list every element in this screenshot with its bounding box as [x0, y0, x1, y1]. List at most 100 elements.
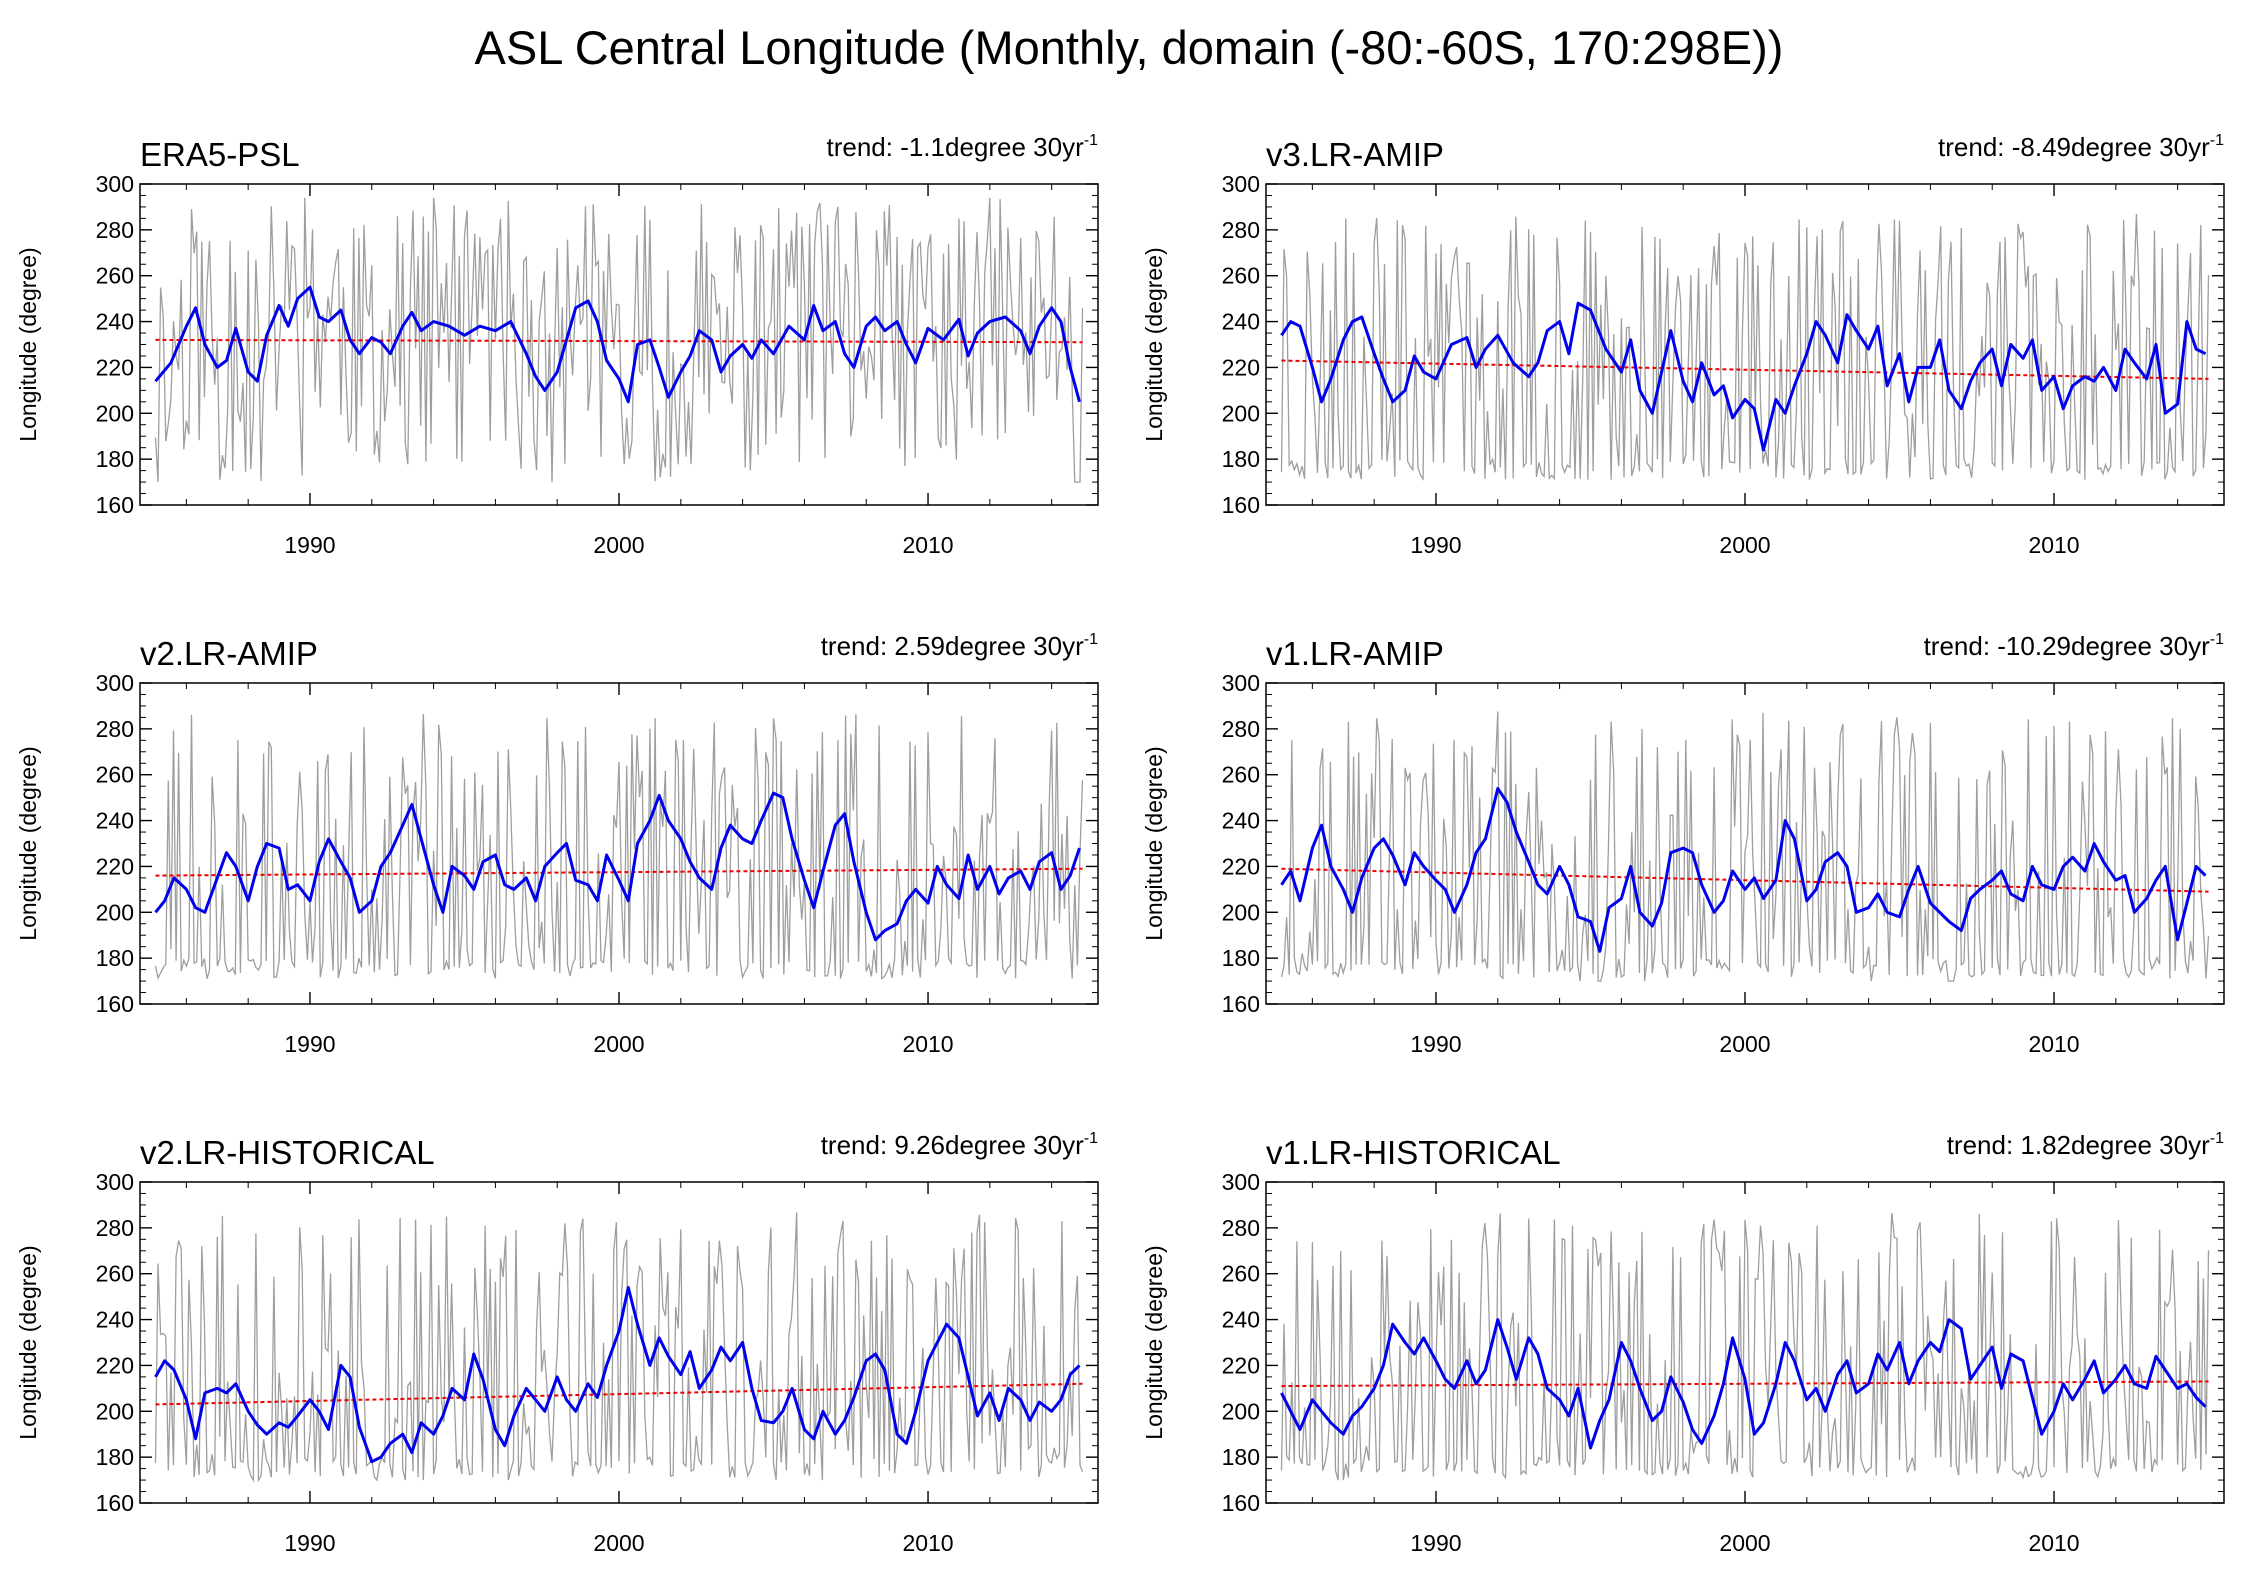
y-tick-label: 160 [1222, 1490, 1260, 1516]
y-tick-label: 240 [1222, 309, 1260, 335]
trend-label-superscript: -1 [1084, 132, 1098, 149]
y-tick-label: 240 [1222, 1307, 1260, 1333]
chart-panel-v3-lr-amip: 160 180 200 220 240 260 280 300 1990 2000 2010 Long… [1141, 132, 2225, 558]
x-tick-label: 2000 [593, 1031, 644, 1057]
y-tick-label: 260 [1222, 1261, 1260, 1287]
monthly-series-line [154, 197, 1084, 483]
panel-title: v1.LR-HISTORICAL [1266, 1134, 1561, 1171]
y-axis-label: Longitude (degree) [1141, 1245, 1167, 1439]
y-tick-label: 300 [96, 1169, 134, 1195]
y-tick-label: 300 [96, 670, 134, 696]
y-tick-label: 300 [1222, 1169, 1260, 1195]
trend-line [155, 867, 1083, 877]
smoothed-series-line [154, 791, 1081, 942]
smoothed-series-line [154, 285, 1081, 404]
trend-label: trend: 2.59degree 30yr-1 [821, 631, 1098, 661]
x-tick-label: 2000 [593, 1530, 644, 1556]
trend-label: trend: -10.29degree 30yr-1 [1924, 631, 2225, 661]
trend-label: trend: 9.26degree 30yr-1 [821, 1130, 1098, 1160]
y-tick-label: 280 [1222, 716, 1260, 742]
y-tick-label: 280 [96, 716, 134, 742]
trend-label-superscript: -1 [2210, 631, 2224, 648]
x-tick-label: 1990 [284, 1031, 335, 1057]
y-axis-label: Longitude (degree) [15, 247, 41, 441]
y-tick-label: 240 [1222, 808, 1260, 834]
y-tick-label: 280 [96, 217, 134, 243]
trend-label-superscript: -1 [1084, 631, 1098, 648]
panel-title: v1.LR-AMIP [1266, 635, 1444, 672]
smoothed-series-line [1280, 787, 2207, 953]
x-tick-label: 2000 [1719, 1031, 1770, 1057]
y-tick-label: 220 [96, 354, 134, 380]
panel-title: v2.LR-HISTORICAL [140, 1134, 435, 1171]
x-tick-label: 2000 [593, 532, 644, 558]
trend-label: trend: 1.82degree 30yr-1 [1947, 1130, 2224, 1160]
y-tick-label: 180 [96, 1444, 134, 1470]
y-tick-label: 300 [1222, 670, 1260, 696]
trend-label-text: trend: 9.26degree 30yr [821, 1130, 1084, 1160]
x-tick-label: 1990 [284, 1530, 335, 1556]
x-tick-label: 2010 [902, 1031, 953, 1057]
y-axis-label: Longitude (degree) [15, 746, 41, 940]
smoothed-series-line [1280, 301, 2207, 452]
y-tick-label: 240 [96, 808, 134, 834]
y-tick-label: 300 [96, 171, 134, 197]
y-axis-label: Longitude (degree) [1141, 746, 1167, 940]
y-tick-label: 180 [1222, 1444, 1260, 1470]
x-tick-label: 2010 [902, 532, 953, 558]
trend-label-text: trend: -1.1degree 30yr [826, 132, 1084, 162]
x-tick-label: 2010 [2028, 532, 2079, 558]
x-tick-label: 2000 [1719, 532, 1770, 558]
y-tick-label: 180 [1222, 945, 1260, 971]
trend-label-text: trend: -10.29degree 30yr [1924, 631, 2211, 661]
y-tick-label: 220 [1222, 853, 1260, 879]
y-tick-label: 200 [96, 1398, 134, 1424]
y-tick-label: 260 [1222, 263, 1260, 289]
y-tick-label: 280 [1222, 217, 1260, 243]
smoothed-series-line [1280, 1318, 2207, 1450]
figure-title: ASL Central Longitude (Monthly, domain (… [475, 21, 1784, 74]
x-tick-label: 2010 [2028, 1530, 2079, 1556]
x-tick-label: 2000 [1719, 1530, 1770, 1556]
y-tick-label: 300 [1222, 171, 1260, 197]
trend-label-text: trend: 1.82degree 30yr [1947, 1130, 2210, 1160]
y-tick-label: 200 [1222, 899, 1260, 925]
trend-line [155, 338, 1083, 344]
monthly-series-line [1280, 213, 2210, 481]
y-tick-label: 160 [96, 1490, 134, 1516]
x-tick-label: 1990 [284, 532, 335, 558]
monthly-series-line [1280, 711, 2210, 982]
y-tick-label: 180 [1222, 446, 1260, 472]
panel-title: v3.LR-AMIP [1266, 136, 1444, 173]
y-tick-label: 180 [96, 945, 134, 971]
x-tick-label: 1990 [1410, 532, 1461, 558]
trend-label-superscript: -1 [2210, 132, 2224, 149]
panel-title: ERA5-PSL [140, 136, 300, 173]
y-tick-label: 220 [96, 1352, 134, 1378]
panel-title: v2.LR-AMIP [140, 635, 318, 672]
trend-label: trend: -1.1degree 30yr-1 [826, 132, 1098, 162]
monthly-series-line [154, 1212, 1084, 1483]
trend-label-superscript: -1 [1084, 1130, 1098, 1147]
y-tick-label: 220 [1222, 354, 1260, 380]
y-tick-label: 260 [96, 1261, 134, 1287]
x-tick-label: 1990 [1410, 1031, 1461, 1057]
y-tick-label: 200 [96, 400, 134, 426]
y-axis-label: Longitude (degree) [1141, 247, 1167, 441]
y-tick-label: 220 [96, 853, 134, 879]
y-tick-label: 260 [1222, 762, 1260, 788]
y-tick-label: 240 [96, 309, 134, 335]
y-tick-label: 160 [1222, 991, 1260, 1017]
trend-label: trend: -8.49degree 30yr-1 [1938, 132, 2224, 162]
y-tick-label: 200 [1222, 1398, 1260, 1424]
chart-panel-v2-lr-amip: 160 180 200 220 240 260 280 300 1990 2000 2010 Long… [15, 631, 1099, 1057]
y-tick-label: 160 [96, 991, 134, 1017]
x-tick-label: 1990 [1410, 1530, 1461, 1556]
y-tick-label: 200 [96, 899, 134, 925]
y-tick-label: 160 [96, 492, 134, 518]
smoothed-series-line [154, 1286, 1081, 1464]
x-tick-label: 2010 [2028, 1031, 2079, 1057]
y-tick-label: 260 [96, 263, 134, 289]
y-tick-label: 160 [1222, 492, 1260, 518]
